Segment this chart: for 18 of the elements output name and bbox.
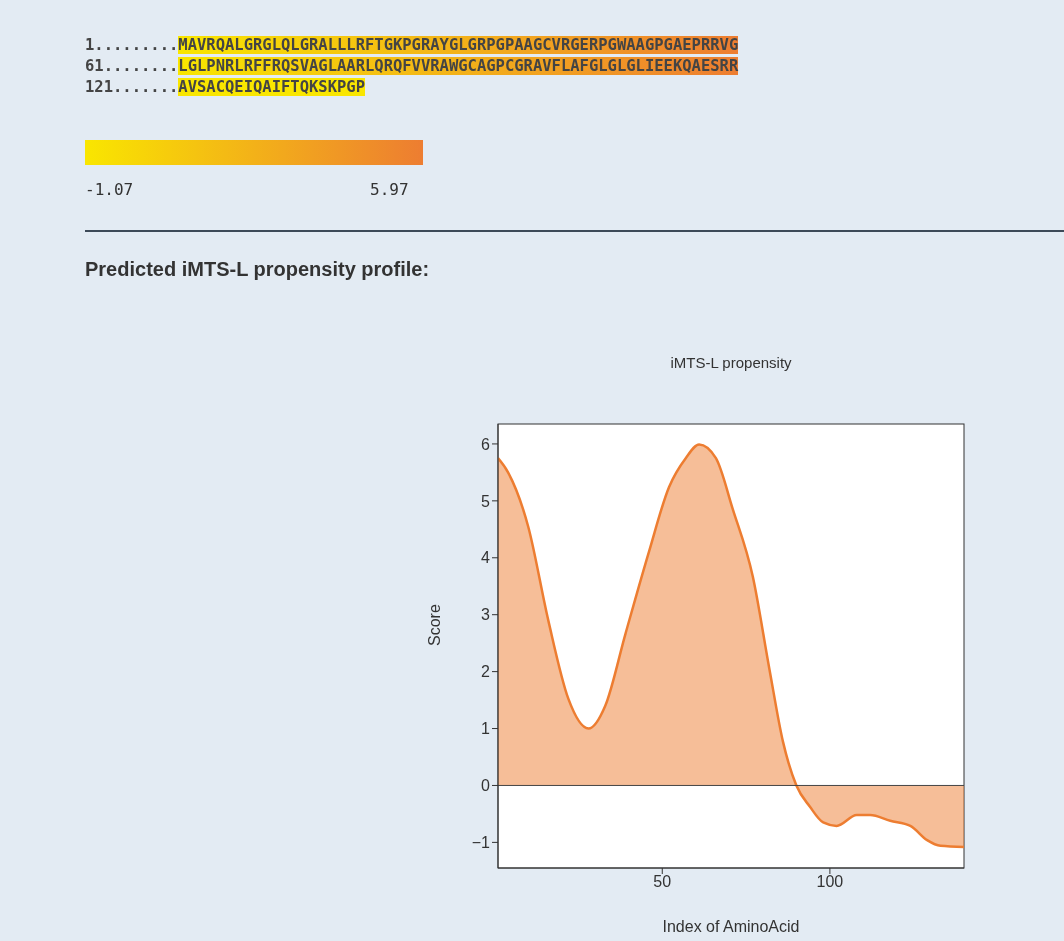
- text: -1.07: [85, 180, 134, 199]
- x-axis-title: Index of AminoAcid: [662, 918, 800, 935]
- text: 1.........MAVRQALGRGLQLGRALLLRFTGKPGRAYGLGRPGPAAGCVRGERPGWAAGPGAEPRRVG: [85, 36, 739, 54]
- text: Predicted iMTS-L propensity profile:: [85, 258, 430, 281]
- x-tick-label: 100: [816, 873, 844, 891]
- x-tick-label: 50: [653, 873, 672, 891]
- chart-title: iMTS-L propensity: [669, 354, 793, 371]
- y-tick-label: 5: [481, 492, 491, 510]
- y-tick-label: 6: [481, 435, 491, 453]
- text: 5.97: [370, 180, 409, 199]
- text: 61........LGLPNRLRFFRQSVAGLAARLQRQFVVRAWGCAGPCGRAVFLAFGLGLGLIEEKQAESRR: [85, 57, 739, 75]
- y-axis-title: Score: [425, 604, 443, 646]
- y-tick-label: 3: [481, 606, 491, 624]
- y-tick-label: −1: [471, 834, 491, 852]
- y-tick-label: 2: [481, 663, 491, 681]
- y-tick-label: 4: [481, 549, 491, 567]
- y-tick-label: 0: [481, 777, 491, 795]
- y-tick-label: 1: [481, 720, 491, 738]
